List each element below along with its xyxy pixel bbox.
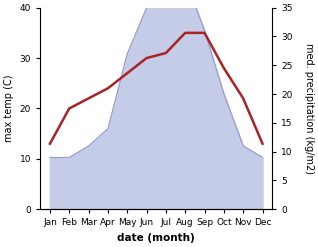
Y-axis label: max temp (C): max temp (C) bbox=[4, 75, 14, 142]
Y-axis label: med. precipitation (kg/m2): med. precipitation (kg/m2) bbox=[304, 43, 314, 174]
X-axis label: date (month): date (month) bbox=[117, 233, 195, 243]
